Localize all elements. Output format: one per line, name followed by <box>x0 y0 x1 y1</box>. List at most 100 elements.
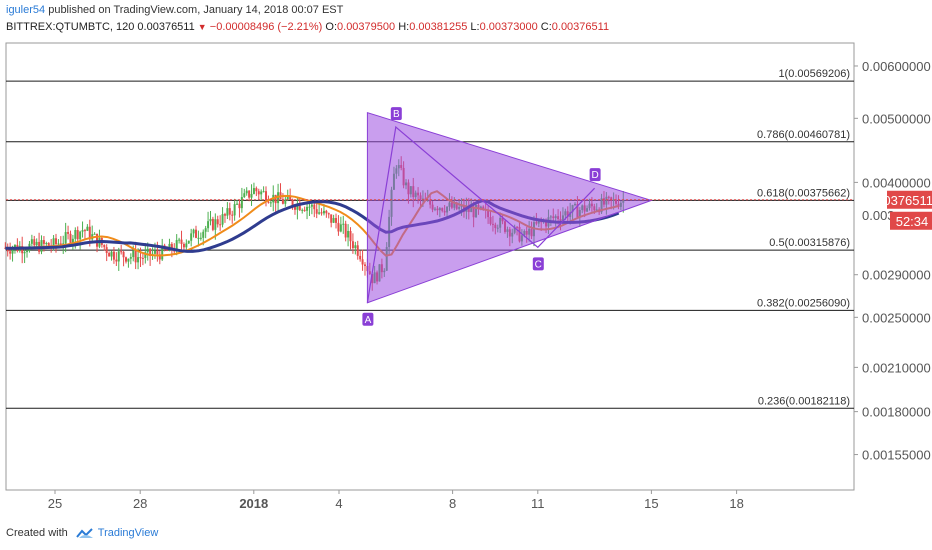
candle-body <box>182 243 185 248</box>
y-tick-label: 0.00500000 <box>862 111 931 126</box>
author-link[interactable]: iguler54 <box>6 4 46 16</box>
fib-level-label: 0.618(0.00375662) <box>757 187 850 199</box>
x-tick-label: 25 <box>48 496 62 511</box>
triangle-pattern[interactable] <box>366 111 653 304</box>
candle-body <box>322 210 325 214</box>
candle-body <box>240 197 243 209</box>
candle-body <box>221 214 224 225</box>
candle-body <box>293 206 296 210</box>
pattern-point-badge[interactable] <box>362 312 374 326</box>
x-tick-label: 15 <box>644 496 658 511</box>
candle-body <box>359 255 362 260</box>
candle-body <box>178 239 181 241</box>
footer: Created with TradingView <box>6 527 158 539</box>
candle-body <box>74 230 77 239</box>
candle-body <box>42 240 45 244</box>
candle-body <box>214 219 217 230</box>
pattern-point-badge[interactable] <box>390 107 402 121</box>
symbol-label[interactable]: BITTREX:QTUMBTC, 120 <box>6 21 135 33</box>
low-label: L: <box>470 21 480 33</box>
candle-body <box>219 224 222 226</box>
candle-body <box>158 254 161 260</box>
tradingview-link[interactable]: TradingView <box>97 527 159 539</box>
candle-body <box>185 243 188 248</box>
close-label: C: <box>540 21 552 33</box>
publish-info: iguler54 published on TradingView.com, J… <box>6 4 343 16</box>
ohlc-legend: BITTREX:QTUMBTC, 120 0.00376511 ▼ −0.000… <box>6 21 609 33</box>
candle-body <box>265 191 268 202</box>
candle-body <box>233 204 236 216</box>
candle-body <box>236 203 239 205</box>
candle-body <box>286 195 289 200</box>
candle-body <box>146 248 149 253</box>
x-tick-label: 18 <box>729 496 743 511</box>
candle-body <box>226 208 229 216</box>
timer-badge <box>890 211 932 230</box>
candle-body <box>330 214 333 223</box>
candle-body <box>356 245 359 256</box>
candle-body <box>132 250 135 258</box>
candle-body <box>351 241 354 249</box>
candle-body <box>47 243 50 246</box>
low-value: 0.00373000 <box>479 21 538 33</box>
candle-body <box>361 259 364 265</box>
candle-body <box>26 250 29 253</box>
candle-body <box>81 230 84 232</box>
candle-body <box>245 190 248 194</box>
candle-body <box>250 193 253 198</box>
y-tick-label: 0.00290000 <box>862 268 931 283</box>
candle-body <box>310 204 313 207</box>
pattern-point-label: B <box>393 109 400 120</box>
fib-level-label: 0.786(0.00460781) <box>757 129 850 141</box>
last-price: 0.00376511 <box>137 21 195 33</box>
candle-body <box>153 250 156 254</box>
x-tick-label: 2018 <box>239 496 268 511</box>
candle-body <box>211 218 214 230</box>
x-tick-label: 4 <box>335 496 342 511</box>
open-value: 0.00379500 <box>337 21 396 33</box>
candle-body <box>363 264 366 266</box>
candle-body <box>64 232 67 244</box>
candle-body <box>284 199 287 204</box>
high-value: 0.00381255 <box>409 21 468 33</box>
candle-body <box>127 258 130 262</box>
candle-body <box>248 190 251 198</box>
candle-body <box>105 247 108 254</box>
timer-badge-text: 52:34 <box>896 214 929 229</box>
y-tick-label: 0.00210000 <box>862 360 931 375</box>
candle-body <box>115 259 118 262</box>
candle-body <box>144 252 147 259</box>
pattern-point-badge[interactable] <box>532 257 544 271</box>
candle-body <box>52 238 55 247</box>
candle-body <box>207 221 210 229</box>
y-tick-label: 0.00600000 <box>862 59 931 74</box>
candle-body <box>9 251 12 254</box>
candle-body <box>79 231 82 240</box>
candle-body <box>67 232 70 234</box>
candle-body <box>223 214 226 216</box>
candle-body <box>195 229 198 238</box>
candle-body <box>231 214 234 216</box>
candle-body <box>204 228 207 232</box>
publish-text: published on TradingView.com, January 14… <box>48 4 344 16</box>
candle-body <box>315 209 318 214</box>
candle-body <box>337 222 340 232</box>
candle-body <box>354 245 357 249</box>
pattern-point-badge[interactable] <box>589 168 601 182</box>
candle-body <box>108 253 111 257</box>
candle-body <box>308 206 311 208</box>
price-badge <box>887 190 932 209</box>
candle-body <box>289 195 292 200</box>
candle-body <box>318 212 321 214</box>
candle-body <box>86 226 89 231</box>
candle-body <box>291 199 294 207</box>
candle-body <box>298 203 301 211</box>
pattern-zigzag[interactable] <box>366 125 596 303</box>
candle-body <box>141 257 144 259</box>
x-tick-label: 11 <box>531 496 545 511</box>
candle-body <box>349 230 352 242</box>
candle-body <box>103 244 106 248</box>
candle-body <box>332 218 335 223</box>
candle-body <box>257 191 260 195</box>
